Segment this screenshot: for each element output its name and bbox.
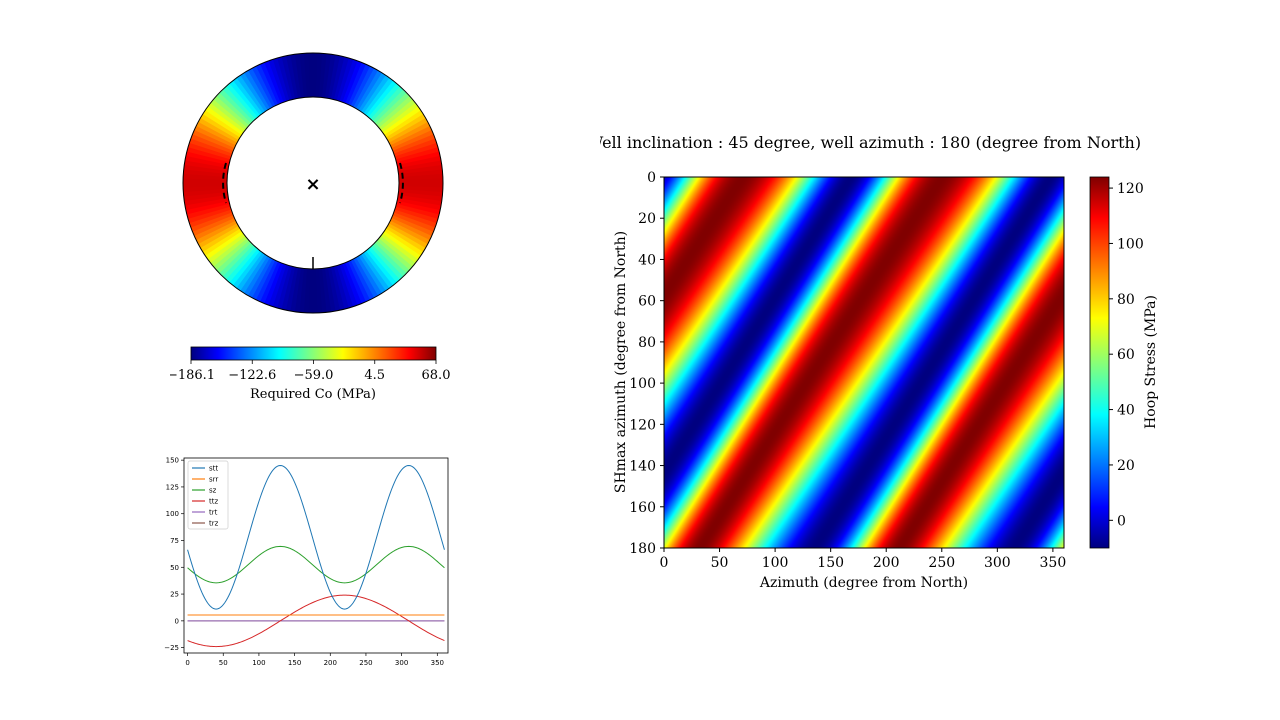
hoop-cbar-tick-label: 100 [1117,236,1144,252]
center-marker: × [305,174,320,195]
co-colorbar-label: Required Co (MPa) [250,387,376,402]
hoop-y-tick-label: 140 [629,459,656,475]
stress-legend: stt srr sz ttz trt trz [187,460,229,530]
series-line-stt [187,464,445,610]
hoop-x-tick-label: 0 [660,555,669,571]
outer-boundary [182,52,444,314]
hoop-stress-chart: Well inclination : 45 degree, well azimu… [587,133,1159,591]
hoop-cbar-tick-label: 20 [1117,458,1135,474]
co-tick-label: 4.5 [364,368,385,383]
hoop-y-tick-label: 40 [638,252,656,268]
hoop-chart-title: Well inclination : 45 degree, well azimu… [600,133,1141,152]
stress-y-tick-label: 150 [166,457,179,465]
hoop-y-tick-label: 80 [638,335,656,351]
hoop-y-tick-label: 160 [629,500,656,516]
legend-label-srr: srr [209,476,218,484]
legend-label-ttz: ttz [209,498,218,506]
hoop-y-label: SHmax azimuth (degree from North) [613,231,629,493]
hoop-x-label: Azimuth (degree from North) [759,575,968,591]
stress-x-tick-label: 0 [185,659,189,665]
hoop-cbar-tick-label: 80 [1117,292,1135,308]
hoop-y-tick-label: 100 [629,376,656,392]
hoop-x-tick-label: 350 [1040,555,1067,571]
co-tick-label: −186.1 [170,368,215,383]
stress-x-tick-label: 50 [219,659,228,665]
co-tick-label: 68.0 [422,368,451,383]
legend-label-sz: sz [209,487,217,495]
stress-y-tick-label: 0 [175,617,179,625]
stress-y-tick-label: 125 [166,483,179,491]
series-line-ttz [187,594,445,648]
co-colorbar-ticks: −186.1 −122.6 −59.0 4.5 68.0 [167,360,451,383]
hoop-y-tick-label: 120 [629,417,656,433]
wellbore-plot: × −186.1 −122.6 −59.0 4.5 68.0 Required Co (… [167,52,451,402]
hoop-cbar-tick-label: 0 [1117,513,1126,529]
stress-x-tick-label: 150 [288,659,301,665]
hoop-cbar-tick-label: 40 [1117,403,1135,419]
stress-y-tick-label: −25 [164,644,179,652]
hoop-y-tick-label: 20 [638,211,656,227]
hoop-x-tick-label: 200 [873,555,900,571]
hoop-cbar-tick-label: 60 [1117,347,1135,363]
stress-components-panel: 0 50 100 150 200 250 300 350 −25 0 25 50 75 100 125 150… [150,450,460,667]
stress-y-tick-label: 50 [170,564,179,572]
breakout-left [222,162,227,204]
stress-x-tick-label: 200 [324,659,337,665]
co-colorbar [190,346,437,361]
hoop-cbar-tick-label: 120 [1117,181,1144,197]
hoop-colorbar-ticks: 0 20 40 60 80 100 120 [1109,181,1144,529]
hoop-y-tick-label: 180 [629,541,656,557]
wellbore-plot-panel: × −186.1 −122.6 −59.0 4.5 68.0 Required Co (… [167,50,460,410]
series-line-sz [187,545,445,584]
hoop-colorbar-label: Hoop Stress (MPa) [1143,295,1159,429]
hoop-x-tick-label: 150 [817,555,844,571]
hoop-heatmap-image [664,177,1064,548]
hoop-plot-frame [663,176,1065,549]
stress-x-tick-label: 250 [359,659,372,665]
hoop-colorbar [1089,176,1110,549]
stress-y-tick-label: 75 [170,537,179,545]
hoop-x-tick-label: 300 [984,555,1011,571]
hoop-x-tick-label: 100 [762,555,789,571]
stress-y-tick-label: 25 [170,591,179,599]
co-tick-label: −59.0 [294,368,334,383]
hoop-x-tick-label: 50 [711,555,729,571]
legend-label-stt: stt [209,465,218,473]
legend-label-trz: trz [209,520,219,528]
hoop-stress-panel: Well inclination : 45 degree, well azimu… [587,125,1200,605]
legend-label-trt: trt [209,509,218,517]
stress-x-tick-label: 300 [395,659,408,665]
stress-x-tick-label: 100 [252,659,265,665]
breakout-right [399,162,404,204]
legend-box [187,460,229,530]
stress-y-tick-label: 100 [166,510,179,518]
hoop-x-tick-label: 250 [928,555,955,571]
stress-line-chart: 0 50 100 150 200 250 300 350 −25 0 25 50 75 100 125 150… [164,457,449,667]
co-tick-label: −122.6 [228,368,276,383]
stress-x-tick-label: 350 [431,659,444,665]
hoop-y-tick-label: 60 [638,294,656,310]
hoop-y-tick-label: 0 [647,170,656,186]
